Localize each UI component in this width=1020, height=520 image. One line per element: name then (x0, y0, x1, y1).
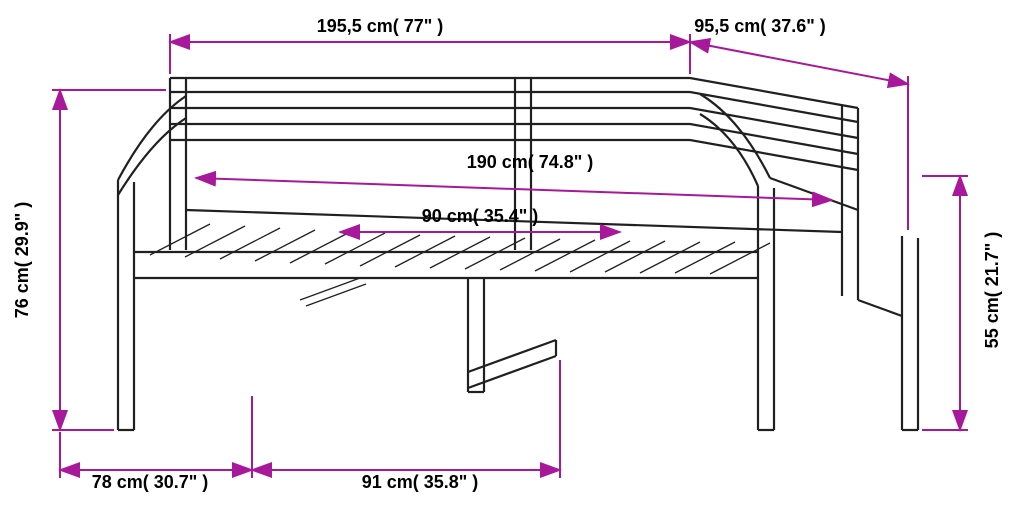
product-outline (118, 78, 918, 430)
dim-right_height: 55 cm( 21.7" ) (982, 232, 1002, 349)
dim-top_depth: 95,5 cm( 37.6" ) (694, 16, 826, 36)
centre-leg (300, 278, 556, 392)
dim-inner_width: 90 cm( 35.4" ) (422, 206, 539, 226)
dim-bottom_width: 91 cm( 35.8" ) (362, 472, 479, 492)
dim-inner_length: 190 cm( 74.8" ) (467, 152, 594, 172)
dimension-lines (52, 34, 968, 478)
dim-left_height: 76 cm( 29.9" ) (12, 202, 32, 319)
dim-bottom_depth: 78 cm( 30.7" ) (92, 472, 209, 492)
dim-top_width: 195,5 cm( 77" ) (317, 16, 444, 36)
dimension-texts: 195,5 cm( 77" ) 95,5 cm( 37.6" ) 190 cm( 7… (12, 16, 1002, 492)
